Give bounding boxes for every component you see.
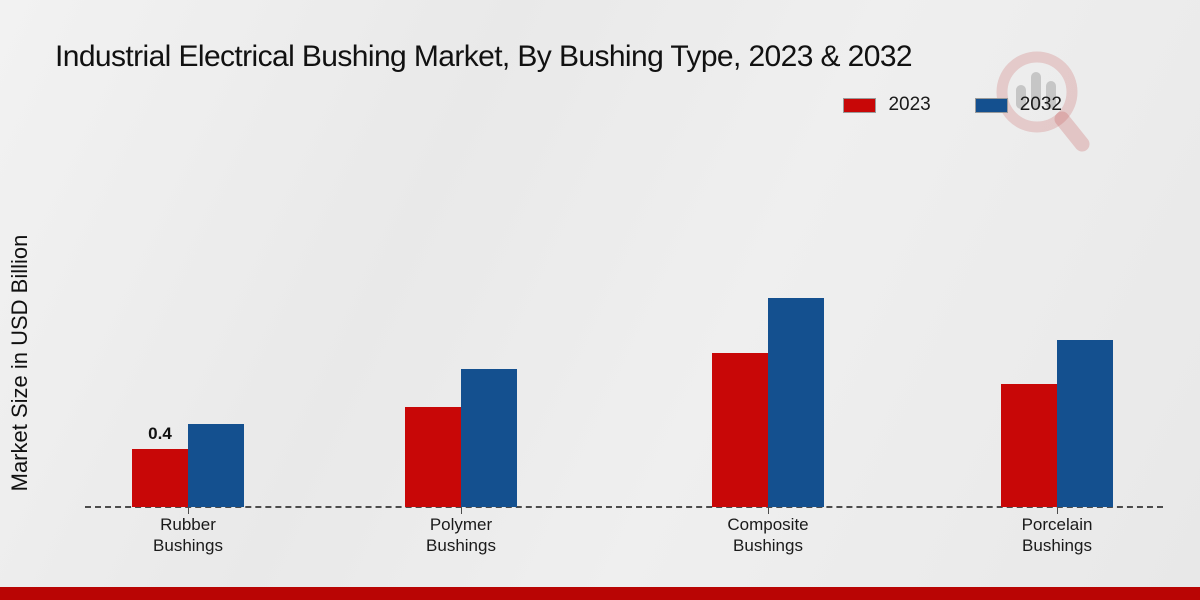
- bar-data-label: 0.4: [148, 424, 172, 443]
- bar-2032-composite-bushings: [768, 298, 824, 507]
- category-label: Porcelain Bushings: [1021, 515, 1093, 555]
- x-axis-tick: [188, 507, 189, 514]
- bar-2032-porcelain-bushings: [1057, 340, 1113, 507]
- bar-2032-polymer-bushings: [461, 369, 517, 507]
- footer-accent-bar: [0, 587, 1200, 600]
- x-axis-baseline: [85, 506, 1163, 508]
- legend-item-2032: 2032: [974, 94, 1062, 116]
- legend-item-2023: 2023: [843, 94, 931, 116]
- category-label: Rubber Bushings: [153, 515, 223, 555]
- bar-2023-rubber-bushings: [132, 449, 188, 507]
- chart-title: Industrial Electrical Bushing Market, By…: [55, 40, 913, 73]
- x-axis-tick: [1057, 507, 1058, 514]
- legend-label-2032: 2032: [1019, 94, 1062, 115]
- bar-2023-polymer-bushings: [405, 407, 461, 507]
- x-axis-tick: [768, 507, 769, 514]
- legend: 2023 2032: [843, 94, 1062, 116]
- category-label: Polymer Bushings: [426, 515, 496, 555]
- bar-2023-composite-bushings: [712, 353, 768, 507]
- legend-label-2023: 2023: [888, 94, 931, 115]
- bar-2023-porcelain-bushings: [1001, 384, 1057, 507]
- bar-2032-rubber-bushings: [188, 424, 244, 507]
- legend-swatch-2023: [843, 97, 877, 113]
- category-label: Composite Bushings: [727, 515, 809, 555]
- legend-swatch-2032: [974, 97, 1008, 113]
- x-axis-tick: [461, 507, 462, 514]
